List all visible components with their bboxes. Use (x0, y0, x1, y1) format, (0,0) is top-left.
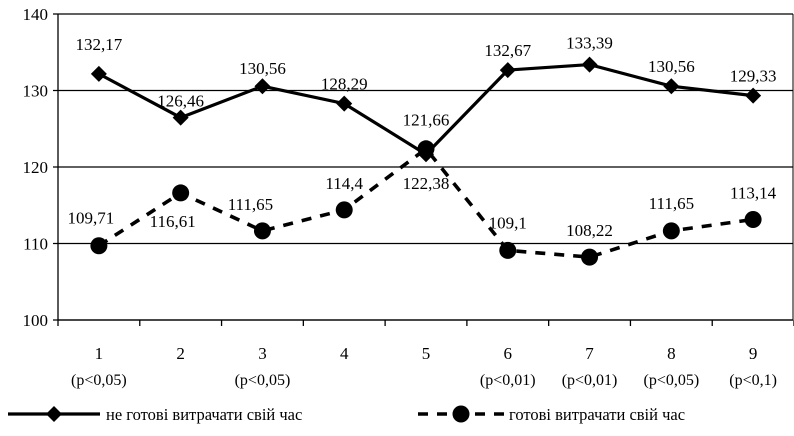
data-label: 113,14 (730, 183, 777, 202)
data-point (254, 78, 271, 95)
legend-marker-diamond (46, 406, 62, 422)
legend: не готові витрачати свій час готові витра… (8, 405, 685, 424)
data-point (663, 78, 680, 95)
significance-label: (p<0,05) (235, 372, 291, 389)
data-label: 130,56 (239, 59, 286, 78)
data-label: 132,17 (76, 35, 123, 54)
x-tick-label: 6 (504, 344, 513, 363)
data-label: 126,46 (157, 92, 204, 111)
y-tick-label: 120 (23, 158, 49, 177)
data-label: 109,71 (68, 209, 115, 228)
data-point (499, 62, 516, 79)
x-tick-label: 5 (422, 344, 431, 363)
y-axis: 100 110 120 130 140 (23, 5, 59, 330)
data-label: 128,29 (321, 75, 368, 94)
data-point (336, 95, 353, 112)
legend-label: не готові витрачати свій час (106, 405, 302, 424)
y-tick-label: 140 (23, 5, 49, 24)
significance-label: (p<0,05) (643, 372, 699, 389)
data-point (417, 140, 435, 158)
data-label: 116,61 (150, 212, 196, 231)
data-point (499, 241, 517, 259)
data-label: 130,56 (648, 57, 695, 76)
data-label: 109,1 (489, 213, 527, 232)
data-label: 132,67 (484, 41, 531, 60)
significance-label: (p<0,01) (480, 372, 536, 389)
data-label: 111,65 (649, 194, 695, 213)
series-lines (90, 56, 762, 266)
legend-marker-circle (452, 405, 470, 423)
x-tick-label: 4 (340, 344, 349, 363)
x-tick-label: 7 (585, 344, 594, 363)
data-point (90, 65, 107, 82)
data-label: 114,4 (325, 174, 363, 193)
data-point (335, 201, 353, 219)
y-tick-label: 130 (23, 82, 49, 101)
significance-label: (p<0,05) (71, 372, 127, 389)
data-label: 122,38 (403, 174, 450, 193)
data-label: 121,66 (403, 110, 450, 129)
data-point (253, 222, 271, 240)
x-axis: 1 (p<0,05) 2 3 (p<0,05) 4 5 6 (p<0,01) 7 (p<0,01) 8… (57, 319, 794, 389)
data-label: 108,22 (566, 221, 613, 240)
data-point (745, 87, 762, 104)
data-point (172, 109, 189, 126)
y-tick-label: 100 (23, 311, 49, 330)
x-tick-label: 9 (749, 344, 758, 363)
data-point (581, 56, 598, 73)
data-point (581, 248, 599, 266)
data-label: 111,65 (228, 195, 274, 214)
data-point (172, 184, 190, 202)
data-point (744, 210, 762, 228)
data-point (90, 237, 108, 255)
x-tick-label: 2 (176, 344, 185, 363)
legend-label: готові витрачати свій час (509, 405, 685, 424)
data-label: 133,39 (566, 34, 613, 53)
data-point (662, 222, 680, 240)
significance-label: (p<0,1) (729, 372, 777, 389)
data-label: 129,33 (730, 67, 777, 86)
x-tick-label: 1 (95, 344, 104, 363)
y-tick-label: 110 (23, 235, 48, 254)
x-tick-label: 3 (258, 344, 267, 363)
data-labels: 132,17 126,46 130,56 128,29 121,66 132,67 133,… (68, 34, 777, 241)
significance-label: (p<0,01) (562, 372, 618, 389)
x-tick-label: 8 (667, 344, 676, 363)
